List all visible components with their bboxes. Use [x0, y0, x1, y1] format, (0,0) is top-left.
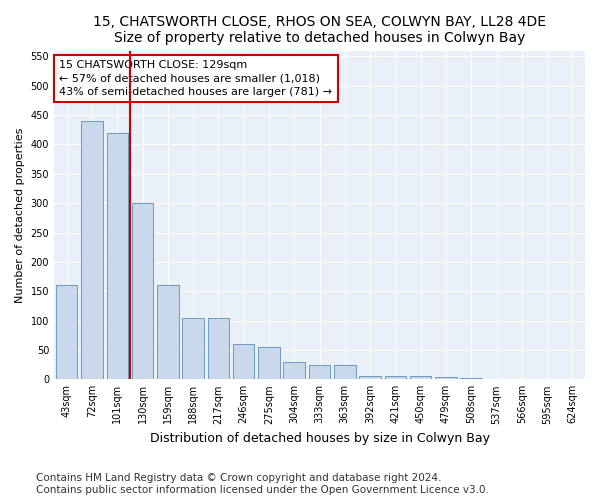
Bar — [536, 378, 558, 380]
X-axis label: Distribution of detached houses by size in Colwyn Bay: Distribution of detached houses by size … — [149, 432, 490, 445]
Y-axis label: Number of detached properties: Number of detached properties — [15, 127, 25, 302]
Bar — [359, 376, 381, 380]
Bar — [486, 378, 507, 380]
Bar — [283, 362, 305, 380]
Bar — [460, 378, 482, 380]
Bar — [309, 364, 330, 380]
Bar — [208, 318, 229, 380]
Bar — [435, 377, 457, 380]
Bar — [182, 318, 204, 380]
Text: Contains HM Land Registry data © Crown copyright and database right 2024.
Contai: Contains HM Land Registry data © Crown c… — [36, 474, 489, 495]
Title: 15, CHATSWORTH CLOSE, RHOS ON SEA, COLWYN BAY, LL28 4DE
Size of property relativ: 15, CHATSWORTH CLOSE, RHOS ON SEA, COLWY… — [93, 15, 546, 45]
Bar — [81, 121, 103, 380]
Bar — [233, 344, 254, 380]
Bar — [56, 286, 77, 380]
Bar — [157, 286, 179, 380]
Bar — [258, 347, 280, 380]
Bar — [562, 378, 583, 380]
Bar — [132, 203, 153, 380]
Bar — [107, 132, 128, 380]
Bar — [385, 376, 406, 380]
Bar — [334, 364, 356, 380]
Text: 15 CHATSWORTH CLOSE: 129sqm
← 57% of detached houses are smaller (1,018)
43% of : 15 CHATSWORTH CLOSE: 129sqm ← 57% of det… — [59, 60, 332, 97]
Bar — [410, 376, 431, 380]
Bar — [511, 378, 533, 380]
